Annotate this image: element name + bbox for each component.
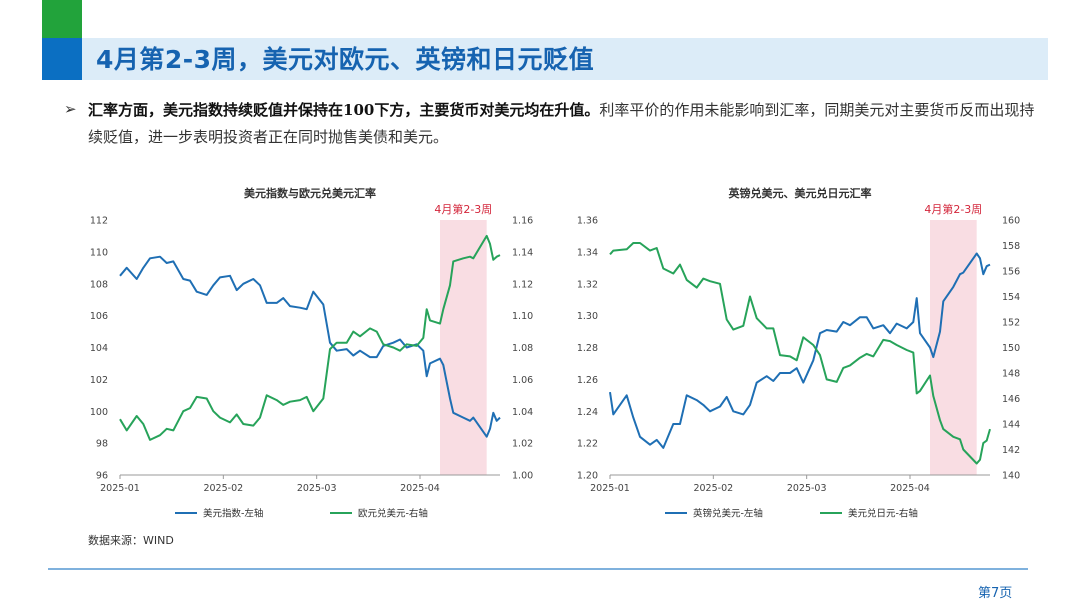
x-tick-label: 2025-02 bbox=[203, 483, 243, 494]
right-tick-label: 1.16 bbox=[512, 216, 533, 227]
x-tick-label: 2025-03 bbox=[787, 483, 827, 494]
footer-divider bbox=[48, 568, 1028, 570]
title-bar bbox=[82, 38, 1048, 80]
left-tick-label: 1.36 bbox=[577, 216, 598, 227]
right-tick-label: 1.00 bbox=[512, 471, 533, 482]
left-tick-label: 1.28 bbox=[577, 343, 598, 354]
highlight-label: 4月第2-3周 bbox=[924, 202, 982, 216]
right-tick-label: 1.08 bbox=[512, 343, 533, 354]
legend-label: 欧元兑美元-右轴 bbox=[358, 508, 428, 520]
series-line-2 bbox=[609, 242, 991, 465]
data-source: 数据来源：WIND bbox=[88, 534, 174, 547]
left-tick-label: 104 bbox=[90, 343, 108, 354]
chart-usd-index-eurusd: 美元指数与欧元兑美元汇率 4月第2-3周 96 98 100 102 104 106 108 11… bbox=[90, 186, 533, 520]
left-tick-label: 1.26 bbox=[577, 375, 598, 386]
series-line-1 bbox=[609, 252, 991, 449]
highlight-band bbox=[930, 220, 977, 475]
chart-title: 美元指数与欧元兑美元汇率 bbox=[244, 186, 376, 200]
left-tick-label: 1.20 bbox=[577, 471, 598, 482]
x-tick-label: 2025-01 bbox=[100, 483, 140, 494]
right-tick-label: 154 bbox=[1002, 292, 1020, 303]
left-tick-label: 100 bbox=[90, 407, 108, 418]
highlight-band bbox=[440, 220, 487, 475]
left-tick-label: 1.24 bbox=[577, 407, 598, 418]
right-tick-label: 156 bbox=[1002, 267, 1020, 278]
legend-label: 美元指数-左轴 bbox=[203, 508, 263, 520]
series-line-1 bbox=[119, 255, 501, 438]
left-tick-label: 1.30 bbox=[577, 311, 598, 322]
right-tick-label: 148 bbox=[1002, 369, 1020, 380]
summary-normal-text: 利率平价的作用未能影响到汇率，同期美元对主要货币反而出现持续贬值，进一步表明投资… bbox=[88, 101, 1035, 146]
summary-bold-text: 汇率方面，美元指数持续贬值并保持在100下方，主要货币对美元均在升值。 bbox=[88, 101, 600, 119]
x-tick-label: 2025-01 bbox=[590, 483, 630, 494]
right-tick-label: 144 bbox=[1002, 420, 1020, 431]
right-tick-label: 1.10 bbox=[512, 311, 533, 322]
chart-gbpusd-usdjpy: 英镑兑美元、美元兑日元汇率 4月第2-3周 1.20 1.22 1.24 1.26 1.28… bbox=[577, 186, 1020, 520]
logo-blue-block bbox=[42, 38, 82, 80]
legend-label: 美元兑日元-右轴 bbox=[848, 508, 918, 520]
series-line-2 bbox=[119, 234, 501, 441]
legend-label: 英镑兑美元-左轴 bbox=[693, 508, 763, 520]
right-tick-label: 1.04 bbox=[512, 407, 533, 418]
right-tick-label: 1.02 bbox=[512, 439, 533, 450]
right-tick-label: 158 bbox=[1002, 241, 1020, 252]
right-tick-label: 1.06 bbox=[512, 375, 533, 386]
right-tick-label: 146 bbox=[1002, 394, 1020, 405]
right-tick-label: 1.12 bbox=[512, 279, 533, 290]
right-tick-label: 152 bbox=[1002, 318, 1020, 329]
left-tick-label: 110 bbox=[90, 247, 108, 258]
page-title: 4月第2-3周，美元对欧元、英镑和日元贬值 bbox=[96, 45, 595, 74]
bullet-arrow-icon: ➢ bbox=[64, 100, 77, 118]
x-tick-label: 2025-03 bbox=[297, 483, 337, 494]
right-tick-label: 142 bbox=[1002, 445, 1020, 456]
left-tick-label: 1.32 bbox=[577, 279, 598, 290]
page-number: 第7页 bbox=[978, 586, 1013, 601]
highlight-label: 4月第2-3周 bbox=[434, 202, 492, 216]
left-tick-label: 96 bbox=[96, 471, 108, 482]
left-tick-label: 106 bbox=[90, 311, 108, 322]
chart-title: 英镑兑美元、美元兑日元汇率 bbox=[728, 186, 872, 200]
x-tick-label: 2025-02 bbox=[693, 483, 733, 494]
x-tick-label: 2025-04 bbox=[890, 483, 930, 494]
summary-paragraph: 汇率方面，美元指数持续贬值并保持在100下方，主要货币对美元均在升值。利率平价的… bbox=[88, 97, 1048, 151]
right-tick-label: 140 bbox=[1002, 471, 1020, 482]
left-tick-label: 1.34 bbox=[577, 247, 598, 258]
x-tick-label: 2025-04 bbox=[400, 483, 440, 494]
left-tick-label: 102 bbox=[90, 375, 108, 386]
right-tick-label: 150 bbox=[1002, 343, 1020, 354]
left-tick-label: 108 bbox=[90, 279, 108, 290]
right-tick-label: 1.14 bbox=[512, 247, 533, 258]
logo-green-block bbox=[42, 0, 82, 38]
right-tick-label: 160 bbox=[1002, 216, 1020, 227]
left-tick-label: 112 bbox=[90, 216, 108, 227]
left-tick-label: 1.22 bbox=[577, 439, 598, 450]
left-tick-label: 98 bbox=[96, 439, 108, 450]
